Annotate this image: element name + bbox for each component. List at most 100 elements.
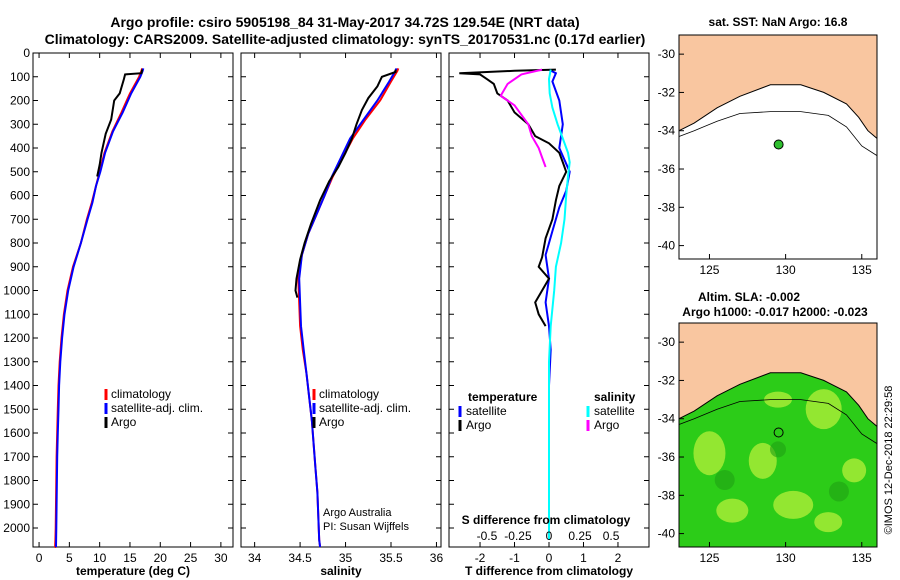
sla-map-title-2: Argo h1000: -0.017 h2000: -0.023 <box>682 305 868 319</box>
sla-anomaly-patch <box>842 458 867 483</box>
y-tick-label: 300 <box>10 117 30 131</box>
map-x-tick-label: 130 <box>776 263 796 277</box>
sla-anomaly-patch <box>828 481 849 502</box>
x-tick-label: -1 <box>509 551 520 565</box>
y-tick-label: 1600 <box>3 426 30 440</box>
x2-axis-label: S difference from climatology <box>462 513 631 527</box>
x-tick-label: 5 <box>66 551 73 565</box>
legend-label: satellite <box>594 404 635 418</box>
y-tick-label: 400 <box>10 141 30 155</box>
y-tick-label: 1000 <box>3 284 30 298</box>
legend-label: climatology <box>319 387 379 401</box>
map-y-tick-label: -32 <box>658 373 676 387</box>
legend-label: climatology <box>111 387 171 401</box>
y-tick-label: 1900 <box>3 497 30 511</box>
x-tick-label: 35.5 <box>379 551 403 565</box>
map-y-tick-label: -36 <box>658 162 676 176</box>
sla-anomaly-patch <box>693 431 726 476</box>
y-tick-label: 2000 <box>3 521 30 535</box>
y-tick-label: 1800 <box>3 474 30 488</box>
map-y-tick-label: -30 <box>658 47 676 61</box>
map-y-tick-label: -38 <box>658 200 676 214</box>
x-tick-label: 25 <box>184 551 198 565</box>
y-tick-label: 900 <box>10 260 30 274</box>
x-tick-label: 2 <box>615 551 622 565</box>
map-y-tick-label: -32 <box>658 85 676 99</box>
y-tick-label: 1500 <box>3 402 30 416</box>
map-y-tick-label: -34 <box>658 124 676 138</box>
sla-anomaly-patch <box>770 441 786 458</box>
series-line-s-argo <box>499 68 547 168</box>
sla-anomaly-patch <box>814 512 843 533</box>
series-line-argo <box>96 69 144 177</box>
title-line-1: Argo profile: csiro 5905198_84 31-May-20… <box>110 14 579 30</box>
legend-title-temperature: temperature <box>468 390 538 404</box>
map-y-tick-label: -36 <box>658 450 676 464</box>
bathymetry-contour <box>678 399 878 444</box>
legend-label: satellite <box>466 404 507 418</box>
map-frame <box>678 322 878 548</box>
sla-anomaly-patch <box>773 490 814 519</box>
series-line-argo <box>294 69 397 298</box>
x-tick-label: 35 <box>339 551 353 565</box>
sla-anomaly-patch <box>748 442 777 479</box>
sla-anomaly-patch <box>805 389 842 430</box>
x-axis-label: temperature (deg C) <box>76 564 190 578</box>
x2-tick-label: 0.25 <box>568 529 592 543</box>
x2-tick-label: -0.25 <box>504 529 532 543</box>
x2-tick-label: 0 <box>546 529 553 543</box>
plot-frame <box>32 52 234 548</box>
sla-anomaly-patch <box>716 498 749 523</box>
series-line-satellite-adj-clim- <box>298 68 398 548</box>
map-y-tick-label: -40 <box>658 239 676 253</box>
credit-line-2: PI: Susan Wijffels <box>323 521 409 533</box>
bathymetry-contour <box>678 111 878 156</box>
map-y-tick-label: -40 <box>658 527 676 541</box>
map-frame <box>678 34 878 260</box>
salinity-panel: 34 34.5 35 35.5 36 salinity climatologysatelli… <box>240 52 444 578</box>
x2-tick-label: -0.5 <box>477 529 498 543</box>
series-line-s-satellite <box>547 69 571 540</box>
x-tick-label: 30 <box>214 551 228 565</box>
x-tick-label: 10 <box>93 551 107 565</box>
x-tick-label: 20 <box>154 551 168 565</box>
sst-map: 125 130 135 -30 -32 -34 -36 -38 -40 <box>658 34 878 277</box>
land-mass <box>678 34 878 140</box>
y-tick-label: 1200 <box>3 331 30 345</box>
x-tick-label: 34.5 <box>288 551 312 565</box>
legend-label: Argo <box>594 418 620 432</box>
sst-map-title: sat. SST: NaN Argo: 16.8 <box>709 15 848 29</box>
title-line-2: Climatology: CARS2009. Satellite-adjuste… <box>45 31 646 47</box>
y-tick-label: 200 <box>10 94 30 108</box>
legend-label: Argo <box>466 418 492 432</box>
map-x-tick-label: 125 <box>699 263 719 277</box>
y-tick-label: 1300 <box>3 355 30 369</box>
x-axis-label: T difference from climatology <box>465 564 633 578</box>
x2-tick-label: 0.5 <box>603 529 620 543</box>
argo-float-marker <box>773 139 784 150</box>
y-tick-label: 0 <box>23 46 30 60</box>
legend-label: Argo <box>111 415 137 429</box>
sla-map-title-1: Altim. SLA: -0.002 <box>698 290 800 304</box>
map-y-tick-label: -38 <box>658 488 676 502</box>
temperature-panel: 0100200300400500600700800900100011001200… <box>3 46 234 578</box>
imos-watermark: ©IMOS 12-Dec-2018 22:29:58 <box>883 386 895 535</box>
x-axis-label: salinity <box>320 564 362 578</box>
sla-anomaly-patch <box>714 469 735 490</box>
y-tick-label: 1100 <box>4 307 30 321</box>
y-tick-label: 500 <box>10 165 30 179</box>
x-tick-label: -2 <box>475 551 486 565</box>
x-tick-label: 15 <box>123 551 137 565</box>
plot-frame <box>240 52 442 548</box>
y-tick-label: 1700 <box>3 450 30 464</box>
x-tick-label: 0 <box>36 551 43 565</box>
argo-float-marker <box>773 427 784 438</box>
map-x-tick-label: 130 <box>776 551 796 565</box>
map-y-tick-label: -30 <box>658 335 676 349</box>
x-tick-label: 36 <box>430 551 444 565</box>
map-y-tick-label: -34 <box>658 412 676 426</box>
series-line-satellite-adj-clim- <box>55 68 145 548</box>
series-line-t-argo <box>459 68 568 327</box>
legend-label: satellite-adj. clim. <box>319 401 411 415</box>
